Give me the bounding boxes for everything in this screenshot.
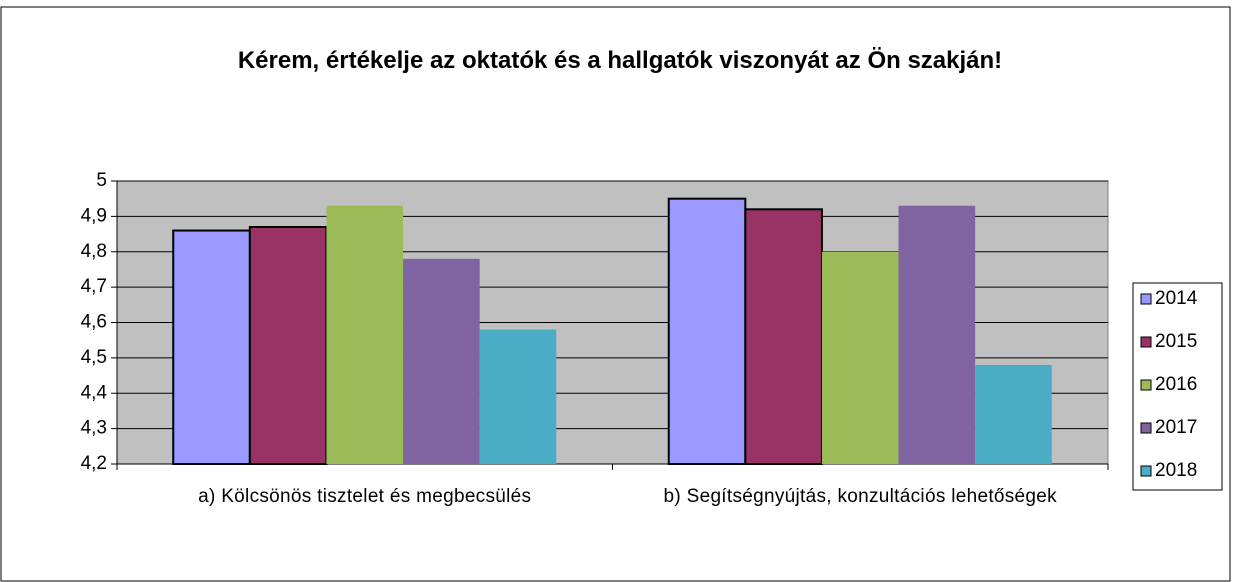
y-tick-label: 4,5: [81, 347, 107, 368]
y-tick-label: 4,8: [81, 241, 107, 262]
legend-swatch: [1140, 336, 1152, 348]
legend-label: 2015: [1155, 331, 1197, 352]
bar: [326, 205, 404, 464]
y-tick-label: 4,7: [81, 276, 107, 297]
bar: [975, 364, 1052, 464]
legend-swatch: [1140, 422, 1152, 434]
y-tick-label: 4,3: [81, 418, 107, 439]
bar: [667, 197, 747, 465]
bar: [479, 329, 557, 464]
y-tick-label: 4,6: [81, 312, 107, 333]
y-tick-label: 4,2: [81, 453, 107, 474]
legend-label: 2018: [1155, 460, 1197, 481]
bar: [898, 205, 976, 464]
bar: [821, 251, 899, 464]
legend-swatch: [1140, 379, 1152, 391]
y-tick-label: 4,4: [81, 382, 108, 403]
legend-swatch: [1140, 465, 1152, 477]
legend-label: 2017: [1155, 417, 1197, 438]
y-tick-label: 4,9: [81, 205, 107, 226]
x-tick-label: b) Segítségnyújtás, konzultációs lehetős…: [663, 486, 1057, 507]
chart-title: Kérem, értékelje az oktatók és a hallgat…: [237, 47, 1003, 74]
legend-label: 2014: [1155, 288, 1198, 309]
legend-swatch: [1140, 293, 1152, 305]
x-tick-label: a) Kölcsönös tisztelet és megbecsülés: [198, 486, 532, 507]
y-tick-label: 5: [96, 170, 107, 191]
bar: [248, 225, 328, 465]
bar: [403, 258, 480, 464]
bar: [744, 208, 823, 465]
bar: [172, 229, 251, 465]
legend-label: 2016: [1155, 374, 1197, 395]
